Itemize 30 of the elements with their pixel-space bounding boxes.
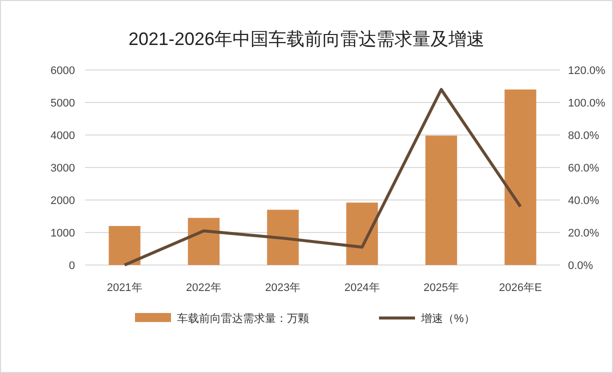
- x-tick-label: 2021年: [106, 282, 142, 294]
- line-series: [123, 88, 522, 266]
- x-tick-label: 2025年: [424, 282, 459, 294]
- bar: [504, 90, 536, 265]
- y-tick-label: 3000: [50, 162, 75, 174]
- legend-label: 增速（%）: [420, 312, 475, 325]
- bar: [108, 226, 140, 265]
- y2-tick-label: 0.0%: [568, 260, 594, 272]
- y-tick-label: 5000: [50, 98, 75, 110]
- x-tick-label: 2024年: [344, 282, 380, 294]
- x-tick-label: 2022年: [186, 282, 222, 294]
- bar: [267, 210, 299, 265]
- bar: [346, 202, 378, 265]
- y2-tick-label: 120.0%: [568, 65, 606, 77]
- x-tick-label: 2026年E: [499, 282, 542, 294]
- y2-tick-label: 60.0%: [568, 162, 600, 174]
- y-tick-label: 6000: [50, 65, 75, 77]
- y-tick-label: 4000: [50, 130, 75, 142]
- chart-title: 2021-2026年中国车载前向雷达需求量及增速: [128, 29, 485, 49]
- y-tick-label: 1000: [50, 228, 75, 240]
- y-tick-label: 0: [68, 260, 75, 272]
- y2-tick-label: 40.0%: [568, 195, 600, 207]
- x-tick-label: 2023年: [265, 282, 301, 294]
- y2-tick-label: 20.0%: [568, 228, 600, 240]
- bar: [188, 218, 220, 265]
- y-tick-label: 2000: [50, 195, 75, 207]
- y2-tick-label: 80.0%: [568, 130, 600, 142]
- bar: [425, 136, 458, 265]
- y2-tick-label: 100.0%: [568, 98, 606, 110]
- legend-label: 车载前向雷达需求量：万颗: [177, 312, 309, 325]
